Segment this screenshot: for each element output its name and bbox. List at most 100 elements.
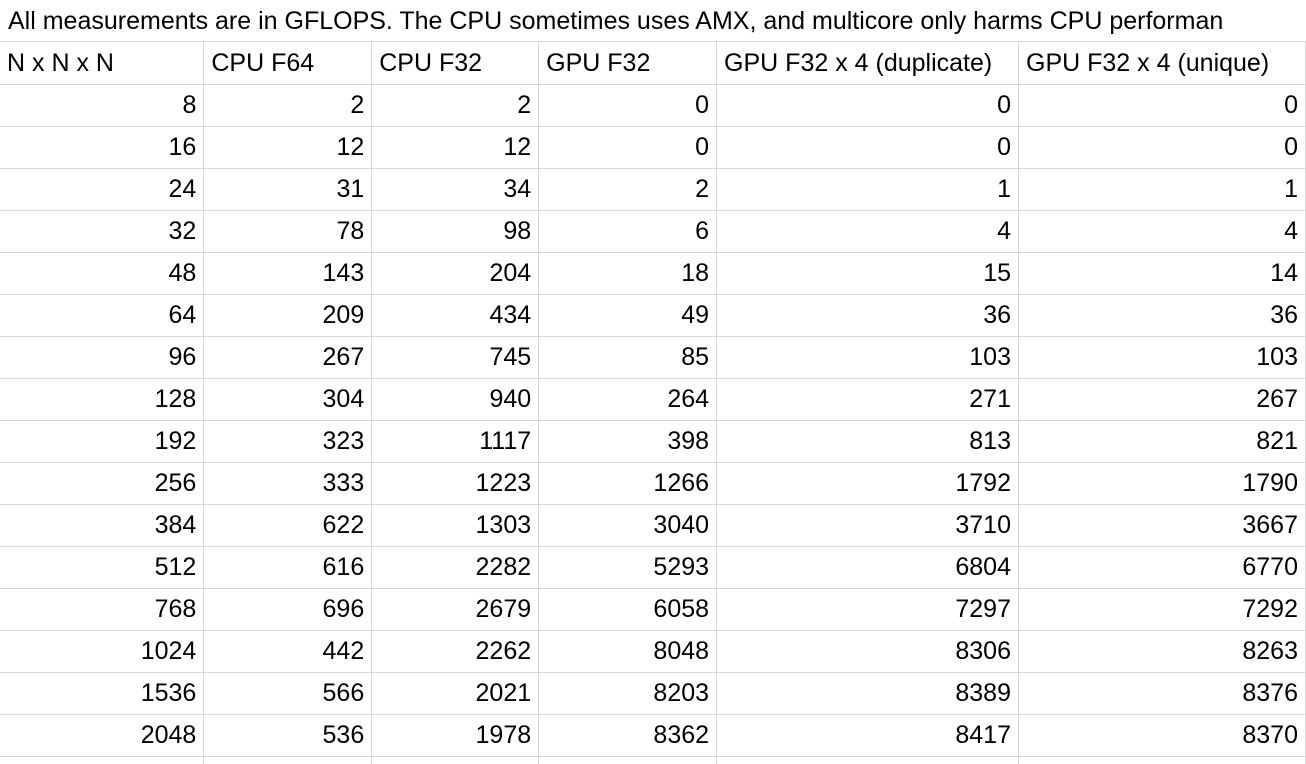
- table-cell[interactable]: 1303: [371, 504, 540, 547]
- table-cell[interactable]: 48: [0, 252, 205, 295]
- table-cell[interactable]: 1266: [538, 462, 718, 505]
- table-cell[interactable]: 434: [371, 294, 540, 337]
- table-cell[interactable]: 304: [203, 378, 373, 421]
- empty-cell[interactable]: [716, 756, 1019, 764]
- table-cell[interactable]: 0: [1018, 84, 1306, 127]
- table-cell[interactable]: 696: [203, 588, 373, 631]
- table-cell[interactable]: 64: [0, 294, 205, 337]
- table-cell[interactable]: 2262: [371, 630, 540, 673]
- table-cell[interactable]: 32: [0, 210, 205, 253]
- table-cell[interactable]: 333: [203, 462, 373, 505]
- table-cell[interactable]: 1536: [0, 672, 205, 715]
- table-cell[interactable]: 34: [371, 168, 540, 211]
- table-cell[interactable]: 3040: [538, 504, 718, 547]
- table-cell[interactable]: 2021: [371, 672, 540, 715]
- table-cell[interactable]: 940: [371, 378, 540, 421]
- header-cell[interactable]: GPU F32 x 4 (unique): [1018, 42, 1306, 85]
- table-cell[interactable]: 103: [1018, 336, 1306, 379]
- empty-cell[interactable]: [1018, 756, 1306, 764]
- table-cell[interactable]: 85: [538, 336, 718, 379]
- table-cell[interactable]: 0: [1018, 126, 1306, 169]
- empty-cell[interactable]: [203, 756, 373, 764]
- note-row[interactable]: All measurements are in GFLOPS. The CPU …: [0, 0, 1306, 42]
- table-cell[interactable]: 2048: [0, 714, 205, 757]
- table-cell[interactable]: 12: [371, 126, 540, 169]
- table-cell[interactable]: 98: [371, 210, 540, 253]
- table-cell[interactable]: 536: [203, 714, 373, 757]
- header-cell[interactable]: GPU F32 x 4 (duplicate): [716, 42, 1019, 85]
- table-cell[interactable]: 1024: [0, 630, 205, 673]
- table-cell[interactable]: 24: [0, 168, 205, 211]
- table-cell[interactable]: 813: [716, 420, 1019, 463]
- table-cell[interactable]: 7297: [716, 588, 1019, 631]
- table-cell[interactable]: 8306: [716, 630, 1019, 673]
- table-cell[interactable]: 264: [538, 378, 718, 421]
- table-cell[interactable]: 271: [716, 378, 1019, 421]
- empty-cell[interactable]: [538, 756, 718, 764]
- table-cell[interactable]: 6: [538, 210, 718, 253]
- table-cell[interactable]: 8048: [538, 630, 718, 673]
- table-cell[interactable]: 18: [538, 252, 718, 295]
- table-cell[interactable]: 2: [203, 84, 373, 127]
- table-cell[interactable]: 8263: [1018, 630, 1306, 673]
- table-cell[interactable]: 0: [538, 84, 718, 127]
- table-cell[interactable]: 1: [716, 168, 1019, 211]
- table-cell[interactable]: 1: [1018, 168, 1306, 211]
- header-cell[interactable]: CPU F32: [371, 42, 540, 85]
- table-cell[interactable]: 566: [203, 672, 373, 715]
- empty-cell[interactable]: [371, 756, 540, 764]
- table-cell[interactable]: 768: [0, 588, 205, 631]
- table-cell[interactable]: 36: [716, 294, 1019, 337]
- table-cell[interactable]: 1117: [371, 420, 540, 463]
- table-cell[interactable]: 745: [371, 336, 540, 379]
- table-cell[interactable]: 96: [0, 336, 205, 379]
- table-cell[interactable]: 15: [716, 252, 1019, 295]
- table-cell[interactable]: 31: [203, 168, 373, 211]
- table-cell[interactable]: 1223: [371, 462, 540, 505]
- header-cell[interactable]: N x N x N: [0, 42, 205, 85]
- table-cell[interactable]: 323: [203, 420, 373, 463]
- table-cell[interactable]: 0: [538, 126, 718, 169]
- note-cell[interactable]: All measurements are in GFLOPS. The CPU …: [8, 7, 1224, 35]
- table-cell[interactable]: 3667: [1018, 504, 1306, 547]
- table-cell[interactable]: 14: [1018, 252, 1306, 295]
- table-cell[interactable]: 128: [0, 378, 205, 421]
- table-cell[interactable]: 6058: [538, 588, 718, 631]
- header-cell[interactable]: CPU F64: [203, 42, 373, 85]
- table-cell[interactable]: 1790: [1018, 462, 1306, 505]
- table-cell[interactable]: 0: [716, 126, 1019, 169]
- table-cell[interactable]: 204: [371, 252, 540, 295]
- table-cell[interactable]: 8417: [716, 714, 1019, 757]
- table-cell[interactable]: 6770: [1018, 546, 1306, 589]
- table-cell[interactable]: 192: [0, 420, 205, 463]
- table-cell[interactable]: 3710: [716, 504, 1019, 547]
- table-cell[interactable]: 7292: [1018, 588, 1306, 631]
- table-cell[interactable]: 821: [1018, 420, 1306, 463]
- table-cell[interactable]: 442: [203, 630, 373, 673]
- table-cell[interactable]: 622: [203, 504, 373, 547]
- table-cell[interactable]: 8362: [538, 714, 718, 757]
- table-cell[interactable]: 103: [716, 336, 1019, 379]
- table-cell[interactable]: 2: [538, 168, 718, 211]
- table-cell[interactable]: 5293: [538, 546, 718, 589]
- table-cell[interactable]: 512: [0, 546, 205, 589]
- table-cell[interactable]: 398: [538, 420, 718, 463]
- table-cell[interactable]: 616: [203, 546, 373, 589]
- table-cell[interactable]: 209: [203, 294, 373, 337]
- empty-cell[interactable]: [0, 756, 205, 764]
- table-cell[interactable]: 8203: [538, 672, 718, 715]
- table-cell[interactable]: 1978: [371, 714, 540, 757]
- table-cell[interactable]: 2: [371, 84, 540, 127]
- table-cell[interactable]: 36: [1018, 294, 1306, 337]
- header-cell[interactable]: GPU F32: [538, 42, 718, 85]
- table-cell[interactable]: 143: [203, 252, 373, 295]
- table-cell[interactable]: 256: [0, 462, 205, 505]
- table-cell[interactable]: 4: [1018, 210, 1306, 253]
- table-cell[interactable]: 12: [203, 126, 373, 169]
- table-cell[interactable]: 0: [716, 84, 1019, 127]
- table-cell[interactable]: 1792: [716, 462, 1019, 505]
- table-cell[interactable]: 6804: [716, 546, 1019, 589]
- table-cell[interactable]: 384: [0, 504, 205, 547]
- table-cell[interactable]: 2282: [371, 546, 540, 589]
- table-cell[interactable]: 16: [0, 126, 205, 169]
